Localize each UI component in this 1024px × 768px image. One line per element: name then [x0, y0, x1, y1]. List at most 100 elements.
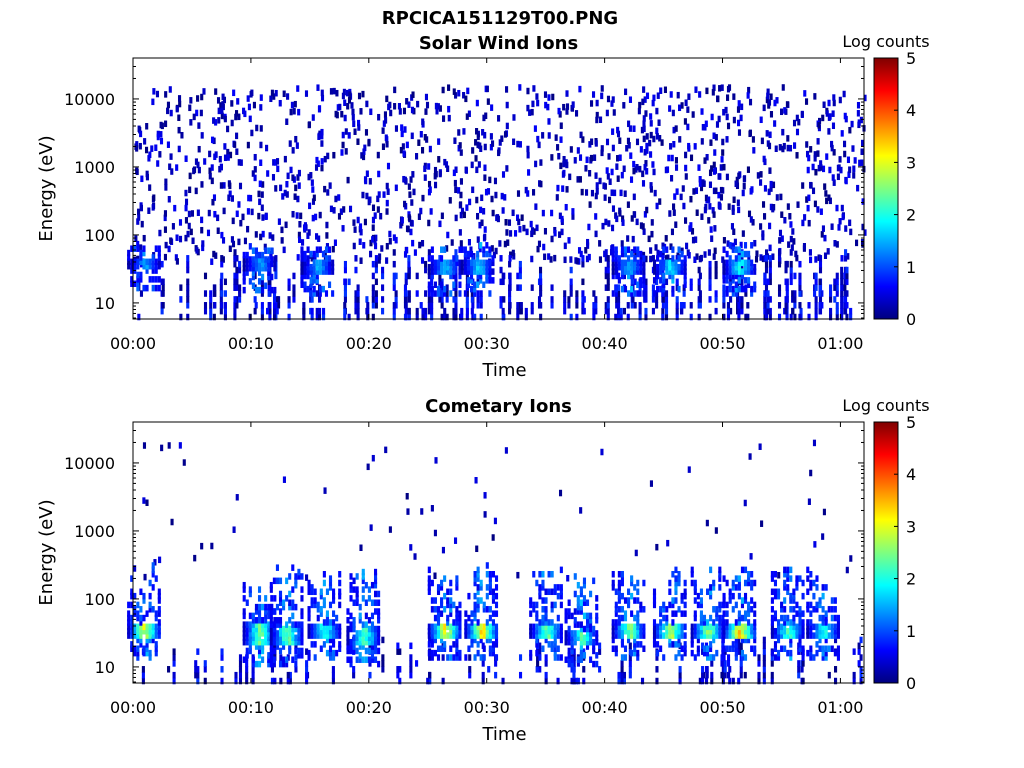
cluster-bin: [449, 272, 453, 280]
cluster-bin: [491, 259, 495, 267]
noise-bin: [237, 238, 241, 246]
cluster-bin: [706, 649, 710, 657]
noise-bin: [555, 194, 559, 201]
cluster-bin: [595, 617, 599, 624]
background-bin: [213, 290, 217, 297]
cluster-bin: [157, 588, 161, 596]
cluster-bin: [776, 649, 781, 657]
background-bin: [576, 677, 580, 685]
cluster-bin: [652, 277, 657, 284]
cluster-bin: [821, 623, 825, 631]
noise-bin: [404, 178, 408, 185]
background-bin: [651, 307, 655, 315]
cluster-bin: [662, 601, 666, 609]
noise-bin: [249, 194, 253, 202]
cluster-bin: [656, 627, 660, 635]
cluster-bin: [440, 601, 444, 609]
background-bin: [789, 272, 793, 280]
cluster-bin: [731, 606, 735, 613]
y-tick-label: 10000: [64, 90, 115, 109]
background-bin: [701, 642, 705, 650]
cluster-bin: [467, 614, 471, 622]
noise-bin: [231, 217, 235, 225]
background-bin: [840, 278, 844, 286]
cluster-bin: [321, 263, 325, 271]
cluster-bin: [275, 630, 279, 637]
noise-bin: [264, 213, 268, 221]
noise-bin: [323, 185, 327, 193]
cluster-bin: [585, 599, 590, 606]
cluster-bin: [242, 612, 246, 620]
cluster-bin: [257, 595, 262, 602]
background-bin: [617, 313, 621, 321]
cluster-bin: [737, 263, 741, 271]
cluster-bin: [254, 265, 259, 272]
noise-bin: [763, 213, 767, 220]
cluster-bin: [291, 621, 295, 628]
cluster-bin: [773, 614, 778, 622]
cluster-bin: [665, 268, 669, 275]
cluster-bin: [346, 656, 350, 663]
noise-bin: [720, 84, 724, 91]
noise-bin: [246, 225, 250, 233]
noise-bin: [603, 250, 607, 258]
cluster-bin: [662, 263, 666, 271]
noise-bin: [811, 163, 815, 171]
noise-bin: [602, 182, 606, 189]
cluster-bin: [809, 654, 813, 661]
noise-bin: [689, 154, 694, 162]
cluster-bin: [485, 627, 489, 635]
noise-bin: [481, 129, 485, 136]
cluster-bin: [725, 632, 729, 639]
cluster-bin: [743, 579, 748, 587]
noise-bin: [584, 165, 588, 172]
noise-bin: [332, 87, 336, 95]
cluster-bin: [680, 610, 684, 617]
cluster-bin: [245, 621, 249, 628]
background-bin: [141, 677, 145, 685]
cluster-bin: [809, 579, 813, 587]
cluster-bin: [485, 636, 489, 644]
cluster-bin: [254, 660, 259, 668]
background-bin: [233, 278, 237, 286]
noise-bin: [357, 92, 362, 100]
background-bin: [267, 290, 271, 297]
cluster-bin: [318, 263, 322, 271]
background-bin: [574, 677, 579, 685]
noise-bin: [168, 163, 172, 170]
cluster-bin: [460, 246, 464, 253]
cluster-bin: [307, 579, 311, 587]
noise-bin: [790, 244, 794, 251]
cluster-bin: [824, 645, 828, 652]
cluster-bin: [824, 623, 828, 631]
noise-bin: [483, 226, 487, 233]
noise-bin: [216, 214, 220, 222]
cluster-bin: [242, 595, 246, 602]
cluster-bin: [683, 263, 687, 271]
cluster-bin: [747, 263, 751, 271]
cluster-bin: [322, 619, 326, 626]
cluster-bin: [786, 614, 790, 622]
noise-bin: [541, 209, 545, 217]
noise-bin: [188, 186, 192, 194]
noise-bin: [235, 132, 239, 140]
noise-bin: [704, 203, 708, 211]
noise-bin: [584, 189, 589, 196]
background-bin: [272, 313, 277, 321]
cluster-bin: [535, 579, 539, 587]
cluster-bin: [291, 586, 295, 593]
cluster-bin: [671, 285, 675, 293]
noise-bin: [638, 165, 642, 173]
noise-bin: [213, 153, 217, 161]
background-bin: [845, 302, 849, 309]
background-bin: [581, 302, 585, 309]
noise-bin: [503, 240, 507, 248]
cluster-bin: [737, 255, 741, 262]
noise-bin: [655, 202, 659, 210]
cluster-bin: [476, 649, 480, 657]
cluster-bin: [267, 269, 271, 276]
cluster-bin: [291, 630, 295, 637]
cluster-bin: [818, 614, 822, 622]
cluster-bin: [242, 269, 246, 276]
cluster-bin: [139, 641, 143, 648]
